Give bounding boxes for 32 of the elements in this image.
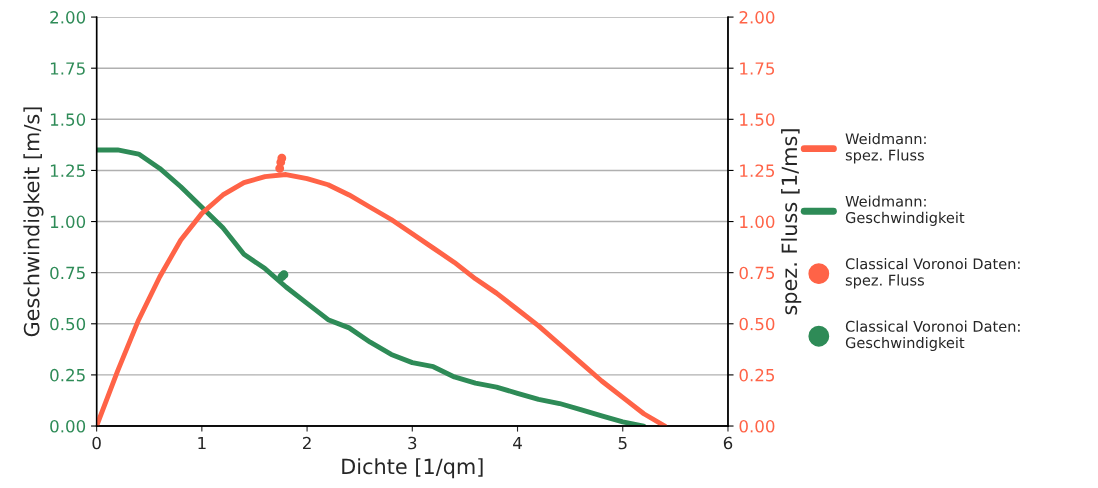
- y2-tick-label: 2.00: [739, 11, 775, 24]
- y2-tick-label: 1.75: [740, 62, 775, 75]
- y-axis-title: Geschwindigkeit [m/s]: [23, 107, 44, 337]
- x-tick-label: 3: [408, 436, 417, 450]
- legend-label: Weidmann: Geschwindigkeit: [845, 195, 965, 226]
- y2-tick-label: 1.00: [740, 215, 775, 229]
- y-tick-label: 0.25: [50, 368, 85, 382]
- y-tick-label: 0.75: [50, 266, 85, 280]
- y2-tick-label: 0.00: [739, 419, 775, 433]
- y2-tick-label: 1.50: [740, 113, 775, 126]
- legend-label: Weidmann: spez. Fluss: [845, 132, 926, 164]
- y-tick-label: 1.25: [50, 164, 85, 177]
- x-tick-label: 1: [198, 436, 206, 450]
- y-tick-label: 1.75: [50, 62, 85, 75]
- legend-label: Classical Voronoi Daten: spez. Fluss: [845, 258, 1020, 289]
- y-tick-label: 0.00: [50, 419, 86, 433]
- y2-tick-label: 0.75: [739, 266, 775, 280]
- y2-axis-title: spez. Fluss [1/ms]: [781, 129, 802, 315]
- x-tick-label: 0: [92, 436, 101, 450]
- y-tick-label: 1.00: [50, 215, 86, 229]
- y-tick-label: 2.00: [50, 11, 86, 24]
- x-tick-label: 6: [723, 436, 733, 450]
- x-axis-title: Dichte [1/qm]: [342, 458, 483, 479]
- y-tick-label: 1.50: [50, 113, 86, 126]
- y2-tick-label: 0.25: [739, 368, 775, 382]
- x-tick-label: 2: [302, 436, 311, 450]
- y-tick-label: 0.50: [50, 317, 86, 331]
- legend-label: Classical Voronoi Daten: Geschwindigkeit: [845, 320, 1020, 352]
- y2-tick-label: 0.50: [739, 317, 775, 331]
- x-tick-label: 4: [513, 436, 522, 450]
- x-tick-label: 5: [618, 436, 627, 450]
- y2-tick-label: 1.25: [740, 164, 775, 177]
